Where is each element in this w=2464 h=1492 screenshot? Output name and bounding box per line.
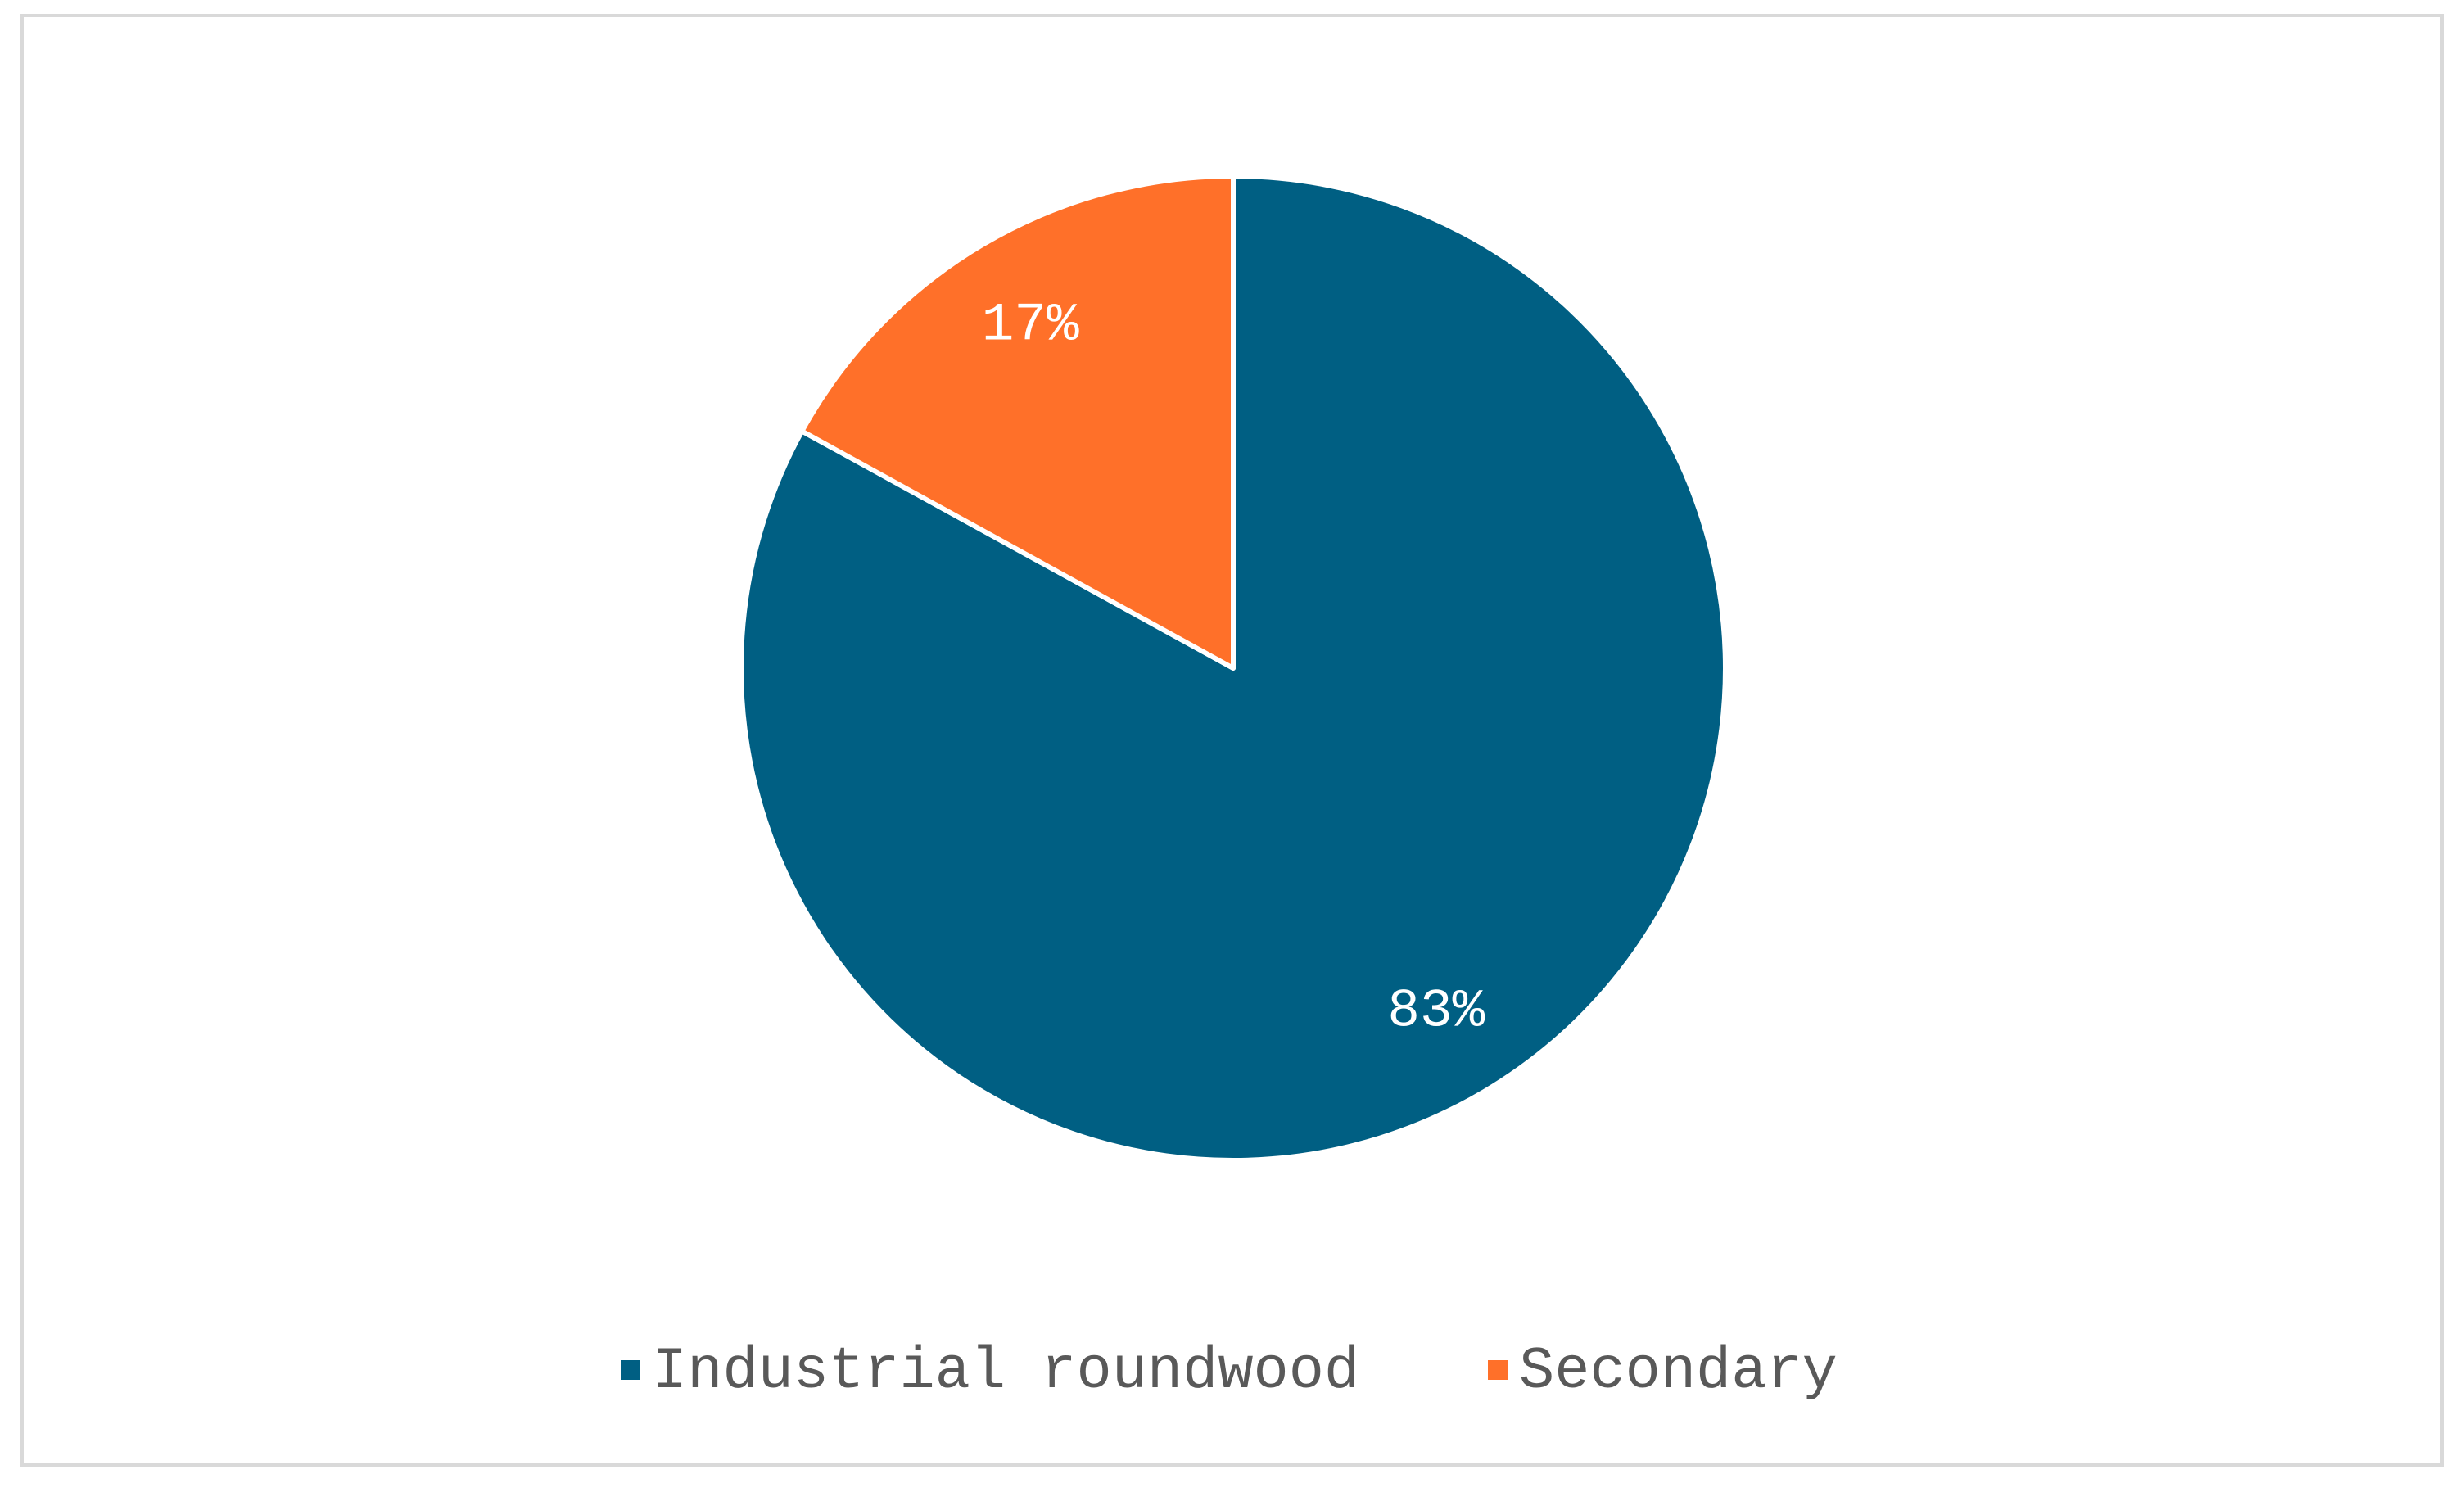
legend-marker [621,1360,640,1380]
legend-marker [1488,1360,1508,1380]
legend-label: Industrial roundwood [652,1338,1359,1405]
data-label: 17% [982,294,1079,355]
data-label: 83% [1387,980,1485,1042]
pie-slice [799,174,1236,671]
legend-label: Secondary [1519,1338,1838,1405]
